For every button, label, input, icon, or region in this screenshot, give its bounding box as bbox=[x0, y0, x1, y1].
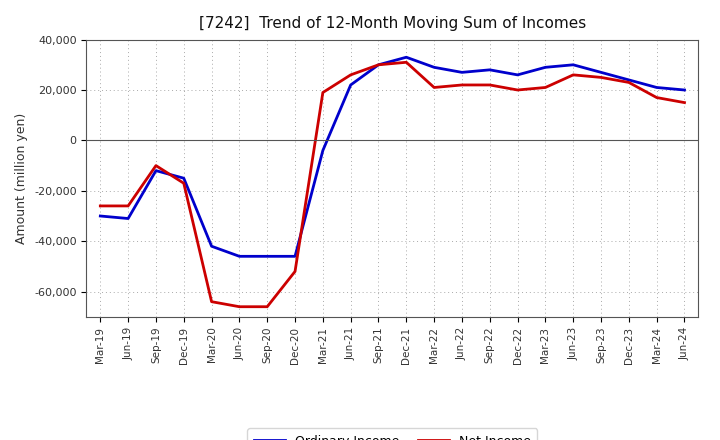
Ordinary Income bbox=[374, 62, 383, 67]
Ordinary Income bbox=[458, 70, 467, 75]
Net Income bbox=[179, 180, 188, 186]
Ordinary Income bbox=[263, 254, 271, 259]
Net Income bbox=[346, 72, 355, 77]
Net Income bbox=[513, 88, 522, 93]
Net Income bbox=[624, 80, 633, 85]
Net Income bbox=[541, 85, 550, 90]
Ordinary Income bbox=[652, 85, 661, 90]
Ordinary Income bbox=[430, 65, 438, 70]
Ordinary Income bbox=[569, 62, 577, 67]
Legend: Ordinary Income, Net Income: Ordinary Income, Net Income bbox=[248, 429, 537, 440]
Net Income bbox=[597, 75, 606, 80]
Net Income bbox=[652, 95, 661, 100]
Ordinary Income bbox=[485, 67, 494, 73]
Net Income bbox=[458, 82, 467, 88]
Ordinary Income bbox=[235, 254, 243, 259]
Net Income bbox=[96, 203, 104, 209]
Net Income bbox=[263, 304, 271, 309]
Net Income bbox=[124, 203, 132, 209]
Net Income bbox=[207, 299, 216, 304]
Ordinary Income bbox=[680, 88, 689, 93]
Net Income bbox=[291, 269, 300, 274]
Ordinary Income bbox=[152, 168, 161, 173]
Net Income bbox=[318, 90, 327, 95]
Ordinary Income bbox=[346, 82, 355, 88]
Ordinary Income bbox=[402, 55, 410, 60]
Ordinary Income bbox=[207, 244, 216, 249]
Net Income bbox=[402, 60, 410, 65]
Ordinary Income bbox=[624, 77, 633, 83]
Ordinary Income bbox=[124, 216, 132, 221]
Ordinary Income bbox=[318, 148, 327, 153]
Ordinary Income bbox=[597, 70, 606, 75]
Net Income bbox=[569, 72, 577, 77]
Ordinary Income bbox=[513, 72, 522, 77]
Net Income bbox=[235, 304, 243, 309]
Net Income bbox=[680, 100, 689, 105]
Net Income bbox=[152, 163, 161, 168]
Ordinary Income bbox=[96, 213, 104, 219]
Net Income bbox=[485, 82, 494, 88]
Net Income bbox=[374, 62, 383, 67]
Line: Ordinary Income: Ordinary Income bbox=[100, 57, 685, 257]
Net Income bbox=[430, 85, 438, 90]
Y-axis label: Amount (million yen): Amount (million yen) bbox=[16, 113, 29, 244]
Title: [7242]  Trend of 12-Month Moving Sum of Incomes: [7242] Trend of 12-Month Moving Sum of I… bbox=[199, 16, 586, 32]
Ordinary Income bbox=[291, 254, 300, 259]
Ordinary Income bbox=[179, 176, 188, 181]
Line: Net Income: Net Income bbox=[100, 62, 685, 307]
Ordinary Income bbox=[541, 65, 550, 70]
